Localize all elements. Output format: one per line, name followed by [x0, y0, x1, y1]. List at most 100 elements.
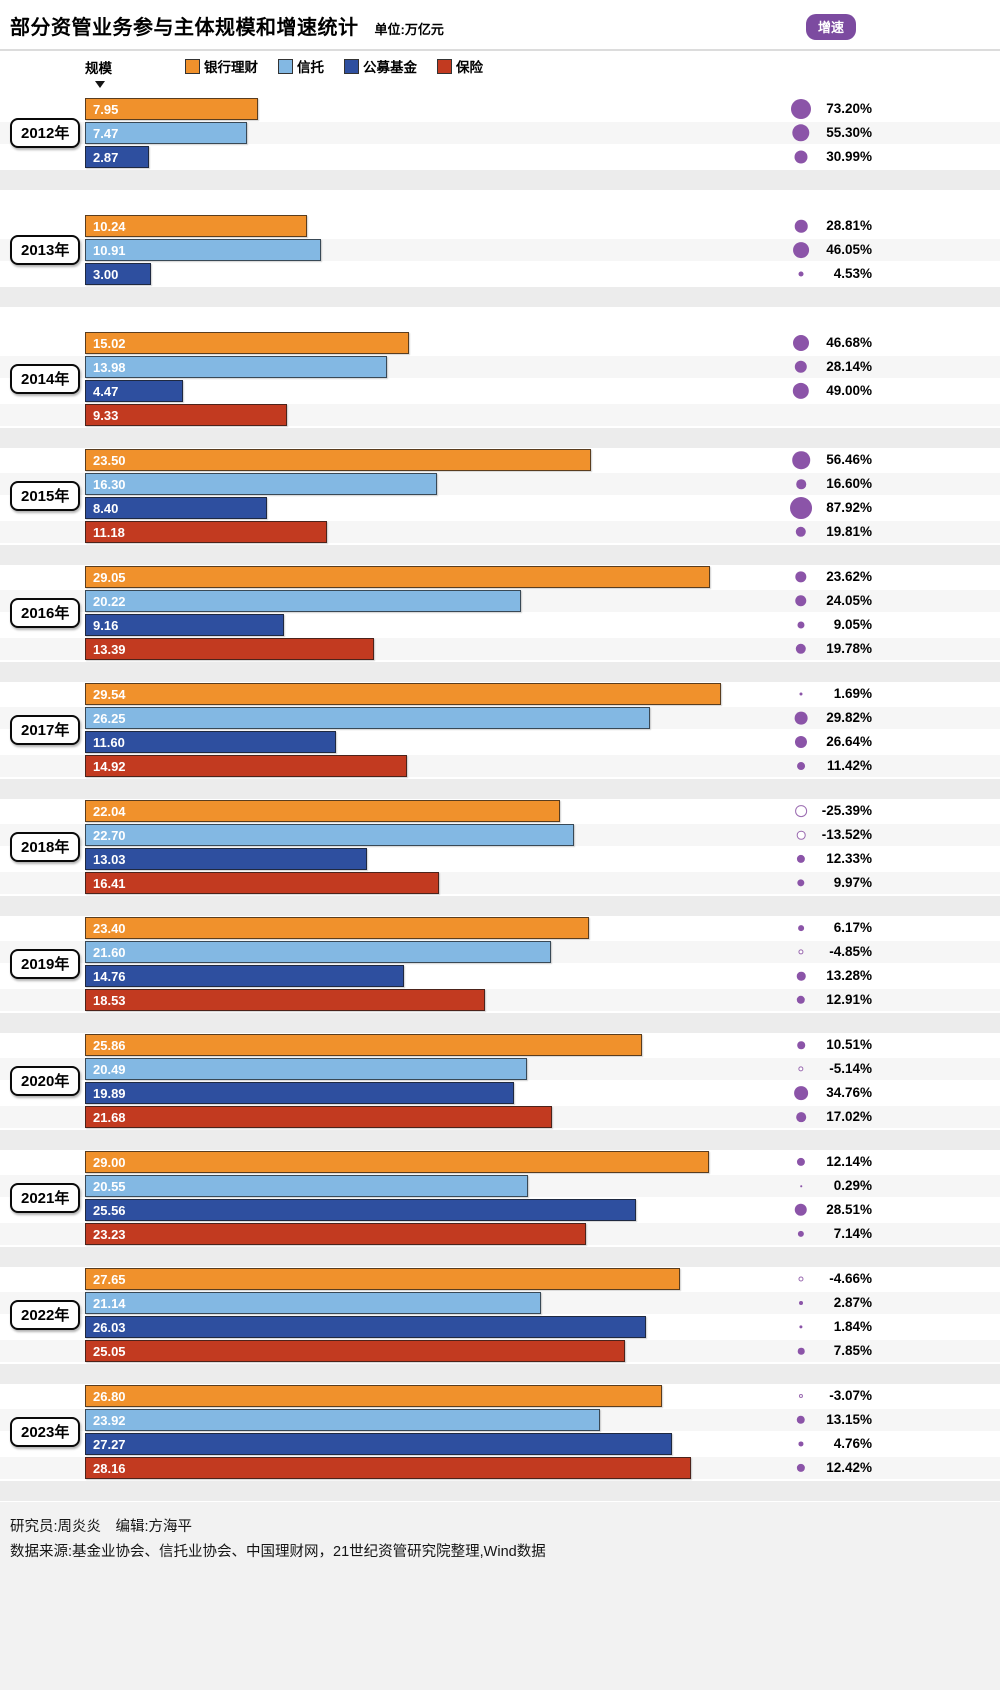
bar-bank-wealth: 10.24	[85, 215, 307, 237]
year-group: 7.95 73.20% 7.47 55.30% 2.87 30.99% 2012年	[0, 98, 1000, 190]
bar-value-label: 21.60	[93, 944, 126, 960]
growth-percentage: 11.42%	[826, 758, 872, 773]
bar-value-label: 23.50	[93, 452, 126, 468]
legend-item-insurance: 保险	[437, 56, 483, 76]
growth-percentage: 7.85%	[833, 1343, 872, 1358]
bar-row: 21.14 2.87%	[0, 1292, 1000, 1314]
scale-column-label: 规模	[85, 61, 112, 76]
growth-dot-icon	[796, 1415, 806, 1425]
bar-bank-wealth: 29.05	[85, 566, 711, 588]
growth-dot-icon	[799, 692, 803, 696]
growth-percentage: 29.82%	[826, 710, 872, 725]
growth-dot-icon	[795, 526, 807, 538]
growth-percentage: 9.97%	[833, 875, 872, 890]
chart-header: 部分资管业务参与主体规模和增速统计 单位:万亿元 增速 规模 银行理财 信托 公募基…	[0, 0, 1000, 92]
bar-row: 27.65 -4.66%	[0, 1268, 1000, 1290]
bar-row: 13.39 19.78%	[0, 638, 1000, 660]
growth-dot-icon	[794, 1086, 808, 1100]
row-divider	[0, 896, 1000, 916]
bar-row: 11.18 19.81%	[0, 521, 1000, 543]
growth-dot-icon	[794, 150, 808, 164]
growth-dot-icon	[795, 595, 807, 607]
growth-percentage: -13.52%	[821, 827, 872, 842]
bar-public-fund: 27.27	[85, 1433, 673, 1455]
growth-dot-icon	[793, 242, 809, 258]
bar-bank-wealth: 27.65	[85, 1268, 681, 1290]
bar-value-label: 9.33	[93, 407, 119, 423]
bar-trust: 13.98	[85, 356, 387, 378]
growth-ring-icon	[798, 1393, 804, 1399]
bar-row: 20.55 0.29%	[0, 1175, 1000, 1197]
bar-row: 9.33	[0, 404, 1000, 426]
year-group: 25.86 10.51% 20.49 -5.14% 19.89 34.76% 21.68 17…	[0, 1034, 1000, 1150]
growth-percentage: 19.81%	[826, 524, 872, 539]
growth-dot-icon	[798, 271, 804, 277]
growth-dot-icon	[799, 1301, 803, 1305]
growth-percentage: 13.28%	[826, 968, 872, 983]
bar-row: 26.80 -3.07%	[0, 1385, 1000, 1407]
bar-bank-wealth: 26.80	[85, 1385, 663, 1407]
growth-percentage: 13.15%	[826, 1412, 872, 1427]
bar-insurance: 16.41	[85, 872, 440, 894]
growth-dot-icon	[799, 1325, 803, 1329]
bar-insurance: 18.53	[85, 989, 485, 1011]
growth-ring-icon	[796, 830, 806, 840]
bar-value-label: 3.00	[93, 266, 119, 282]
growth-dot-icon	[797, 879, 805, 887]
growth-dot-icon	[792, 451, 810, 469]
growth-percentage: 46.05%	[826, 242, 872, 257]
bar-value-label: 8.40	[93, 500, 119, 516]
legend-item-bank-wealth: 银行理财	[185, 56, 258, 76]
bar-bank-wealth: 29.54	[85, 683, 721, 705]
bar-value-label: 9.16	[93, 617, 119, 633]
bar-value-label: 21.14	[93, 1295, 126, 1311]
bar-value-label: 23.40	[93, 920, 126, 936]
row-divider	[0, 1247, 1000, 1267]
bar-value-label: 11.18	[93, 524, 125, 540]
bar-row: 10.24 28.81%	[0, 215, 1000, 237]
growth-percentage: 2.87%	[833, 1295, 872, 1310]
bar-value-label: 25.56	[93, 1202, 126, 1218]
bar-row: 20.49 -5.14%	[0, 1058, 1000, 1080]
row-divider	[0, 779, 1000, 799]
bar-row: 7.95 73.20%	[0, 98, 1000, 120]
growth-dot-icon	[794, 1203, 808, 1217]
bar-row: 15.02 46.68%	[0, 332, 1000, 354]
growth-percentage: 24.05%	[826, 593, 872, 608]
bar-row: 21.60 -4.85%	[0, 941, 1000, 963]
growth-percentage: 10.51%	[826, 1037, 872, 1052]
bar-bank-wealth: 22.04	[85, 800, 560, 822]
bar-row: 26.03 1.84%	[0, 1316, 1000, 1338]
bar-row: 3.00 4.53%	[0, 263, 1000, 285]
bar-public-fund: 19.89	[85, 1082, 514, 1104]
bar-row: 13.03 12.33%	[0, 848, 1000, 870]
bar-row: 23.50 56.46%	[0, 449, 1000, 471]
bar-row: 27.27 4.76%	[0, 1433, 1000, 1455]
legend-item-trust: 信托	[278, 56, 324, 76]
bar-trust: 20.22	[85, 590, 521, 612]
growth-percentage: 12.33%	[826, 851, 872, 866]
growth-dot-icon	[796, 854, 806, 864]
row-divider	[0, 428, 1000, 448]
growth-percentage: 19.78%	[826, 641, 872, 656]
bar-row: 23.92 13.15%	[0, 1409, 1000, 1431]
year-group: 29.00 12.14% 20.55 0.29% 25.56 28.51% 23.23 7.1…	[0, 1151, 1000, 1267]
growth-percentage: -25.39%	[821, 803, 872, 818]
bar-value-label: 16.41	[93, 875, 126, 891]
growth-percentage: 4.76%	[833, 1436, 872, 1451]
growth-dot-icon	[794, 360, 808, 374]
growth-dot-icon	[790, 98, 812, 120]
growth-percentage: 17.02%	[826, 1109, 872, 1124]
bar-value-label: 7.47	[93, 125, 119, 141]
year-label: 2018年	[10, 832, 81, 862]
legend-row: 规模 银行理财 信托 公募基金 保险	[0, 56, 1000, 92]
bar-trust: 20.49	[85, 1058, 527, 1080]
bar-public-fund: 25.56	[85, 1199, 636, 1221]
growth-percentage: 87.92%	[826, 500, 872, 515]
bar-value-label: 27.65	[93, 1271, 126, 1287]
growth-percentage: 12.91%	[826, 992, 872, 1007]
year-label: 2013年	[10, 235, 81, 265]
bar-value-label: 10.91	[93, 242, 126, 258]
bar-insurance: 25.05	[85, 1340, 625, 1362]
bar-row: 18.53 12.91%	[0, 989, 1000, 1011]
